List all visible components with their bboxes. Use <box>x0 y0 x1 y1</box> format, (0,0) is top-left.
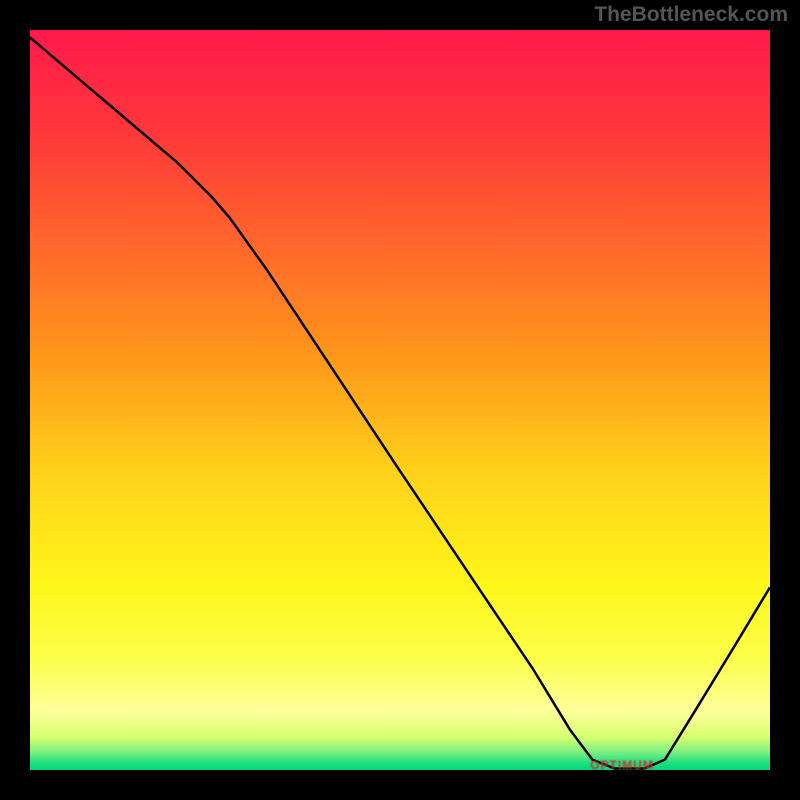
attribution-text: TheBottleneck.com <box>594 3 788 27</box>
gradient-background <box>30 30 770 770</box>
bottleneck-chart: OPTIMUM <box>0 0 800 800</box>
optimum-annotation: OPTIMUM <box>590 758 654 772</box>
